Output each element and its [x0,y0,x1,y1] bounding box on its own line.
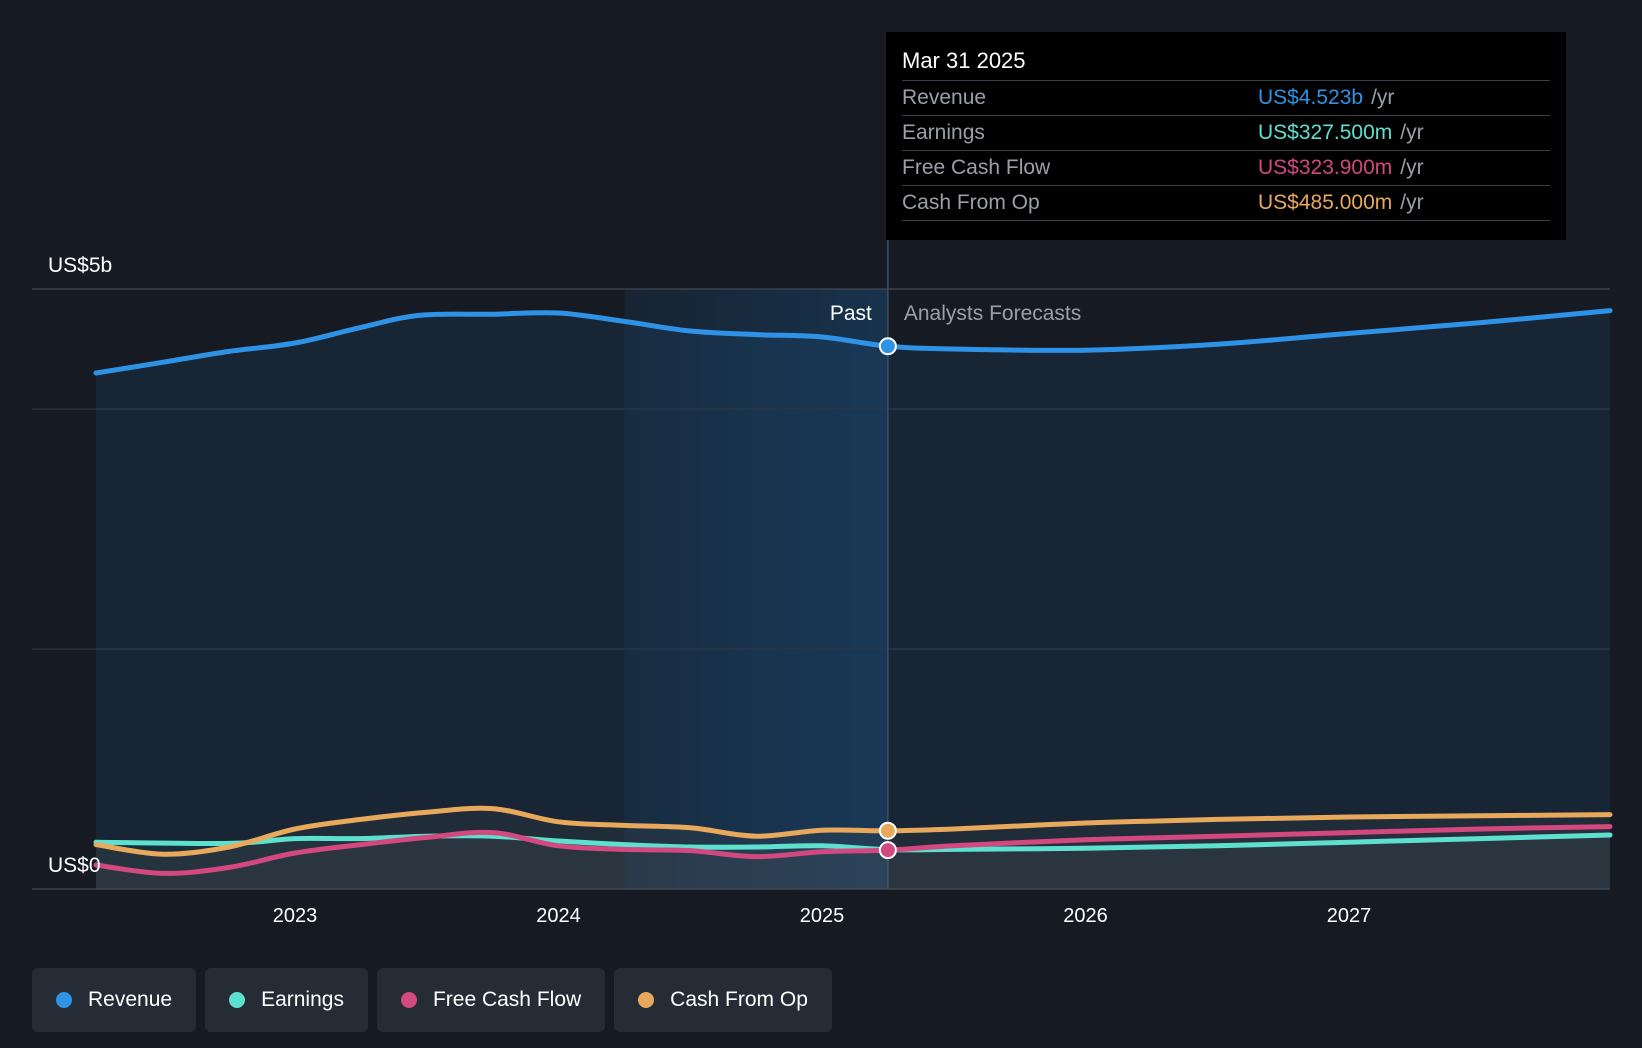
tooltip-value: US$323.900m [1258,156,1393,179]
tooltip-unit: /yr [1400,156,1424,179]
free-cash-flow-area [96,826,1610,889]
cash-from-op-line [93,805,1613,857]
tooltip-row-revenue: Revenue US$4.523b /yr [902,80,1550,115]
tooltip-value: US$4.523b [1258,86,1364,109]
tooltip-row-earnings: Earnings US$327.500m /yr [902,115,1550,150]
x-tick-label: 2025 [800,905,845,927]
x-tick-label: 2024 [536,905,581,927]
tooltip-label: Revenue [902,86,987,109]
revenue-dot-icon [56,992,72,1008]
earnings-area [96,835,1610,889]
legend-label: Free Cash Flow [432,988,582,1011]
tooltip-value: US$327.500m [1258,121,1393,144]
tooltip-unit: /yr [1371,86,1395,109]
legend-item-cash-from-op[interactable]: Cash From Op [614,968,832,1032]
legend-item-free-cash-flow[interactable]: Free Cash Flow [376,968,606,1032]
legend-label: Cash From Op [670,988,808,1011]
tooltip-value: US$485.000m [1258,191,1393,214]
legend: Revenue Earnings Free Cash Flow Cash Fro… [32,968,832,1032]
y-axis-bottom-label: US$0 [48,854,101,877]
tooltip-unit: /yr [1400,191,1424,214]
revenue-area [96,310,1610,890]
cash-from-op-marker [878,821,897,840]
tooltip-row-cash-from-op: Cash From Op US$485.000m /yr [902,185,1550,221]
free-cash-flow-dot-icon [400,992,417,1008]
tooltip-row-free-cash-flow: Free Cash Flow US$323.900m /yr [902,150,1550,185]
legend-item-earnings[interactable]: Earnings [205,968,368,1032]
past-highlight-band [624,289,888,889]
x-tick-label: 2026 [1063,905,1108,927]
tooltip: Mar 31 2025 Revenue US$4.523b /yr Earnin… [886,32,1566,240]
y-axis-top-label: US$5b [48,254,112,277]
tooltip-label: Earnings [902,121,985,144]
revenue-line [93,308,1613,376]
free-cash-flow-marker [878,841,897,860]
legend-label: Earnings [261,988,344,1011]
legend-item-revenue[interactable]: Revenue [32,968,197,1032]
earnings-dot-icon [229,992,246,1008]
tooltip-label: Cash From Op [902,191,1040,214]
x-tick-label: 2023 [273,905,318,927]
tooltip-date: Mar 31 2025 [902,48,1026,73]
legend-label: Revenue [88,988,173,1011]
tooltip-unit: /yr [1400,121,1424,144]
earnings-line [93,832,1613,853]
x-tick-label: 2027 [1327,905,1372,927]
revenue-marker [878,337,897,356]
free-cash-flow-line [93,824,1613,876]
forecast-label: Analysts Forecasts [904,302,1081,325]
cash-from-op-dot-icon [638,992,655,1008]
past-label: Past [830,302,872,325]
tooltip-label: Free Cash Flow [902,156,1051,179]
